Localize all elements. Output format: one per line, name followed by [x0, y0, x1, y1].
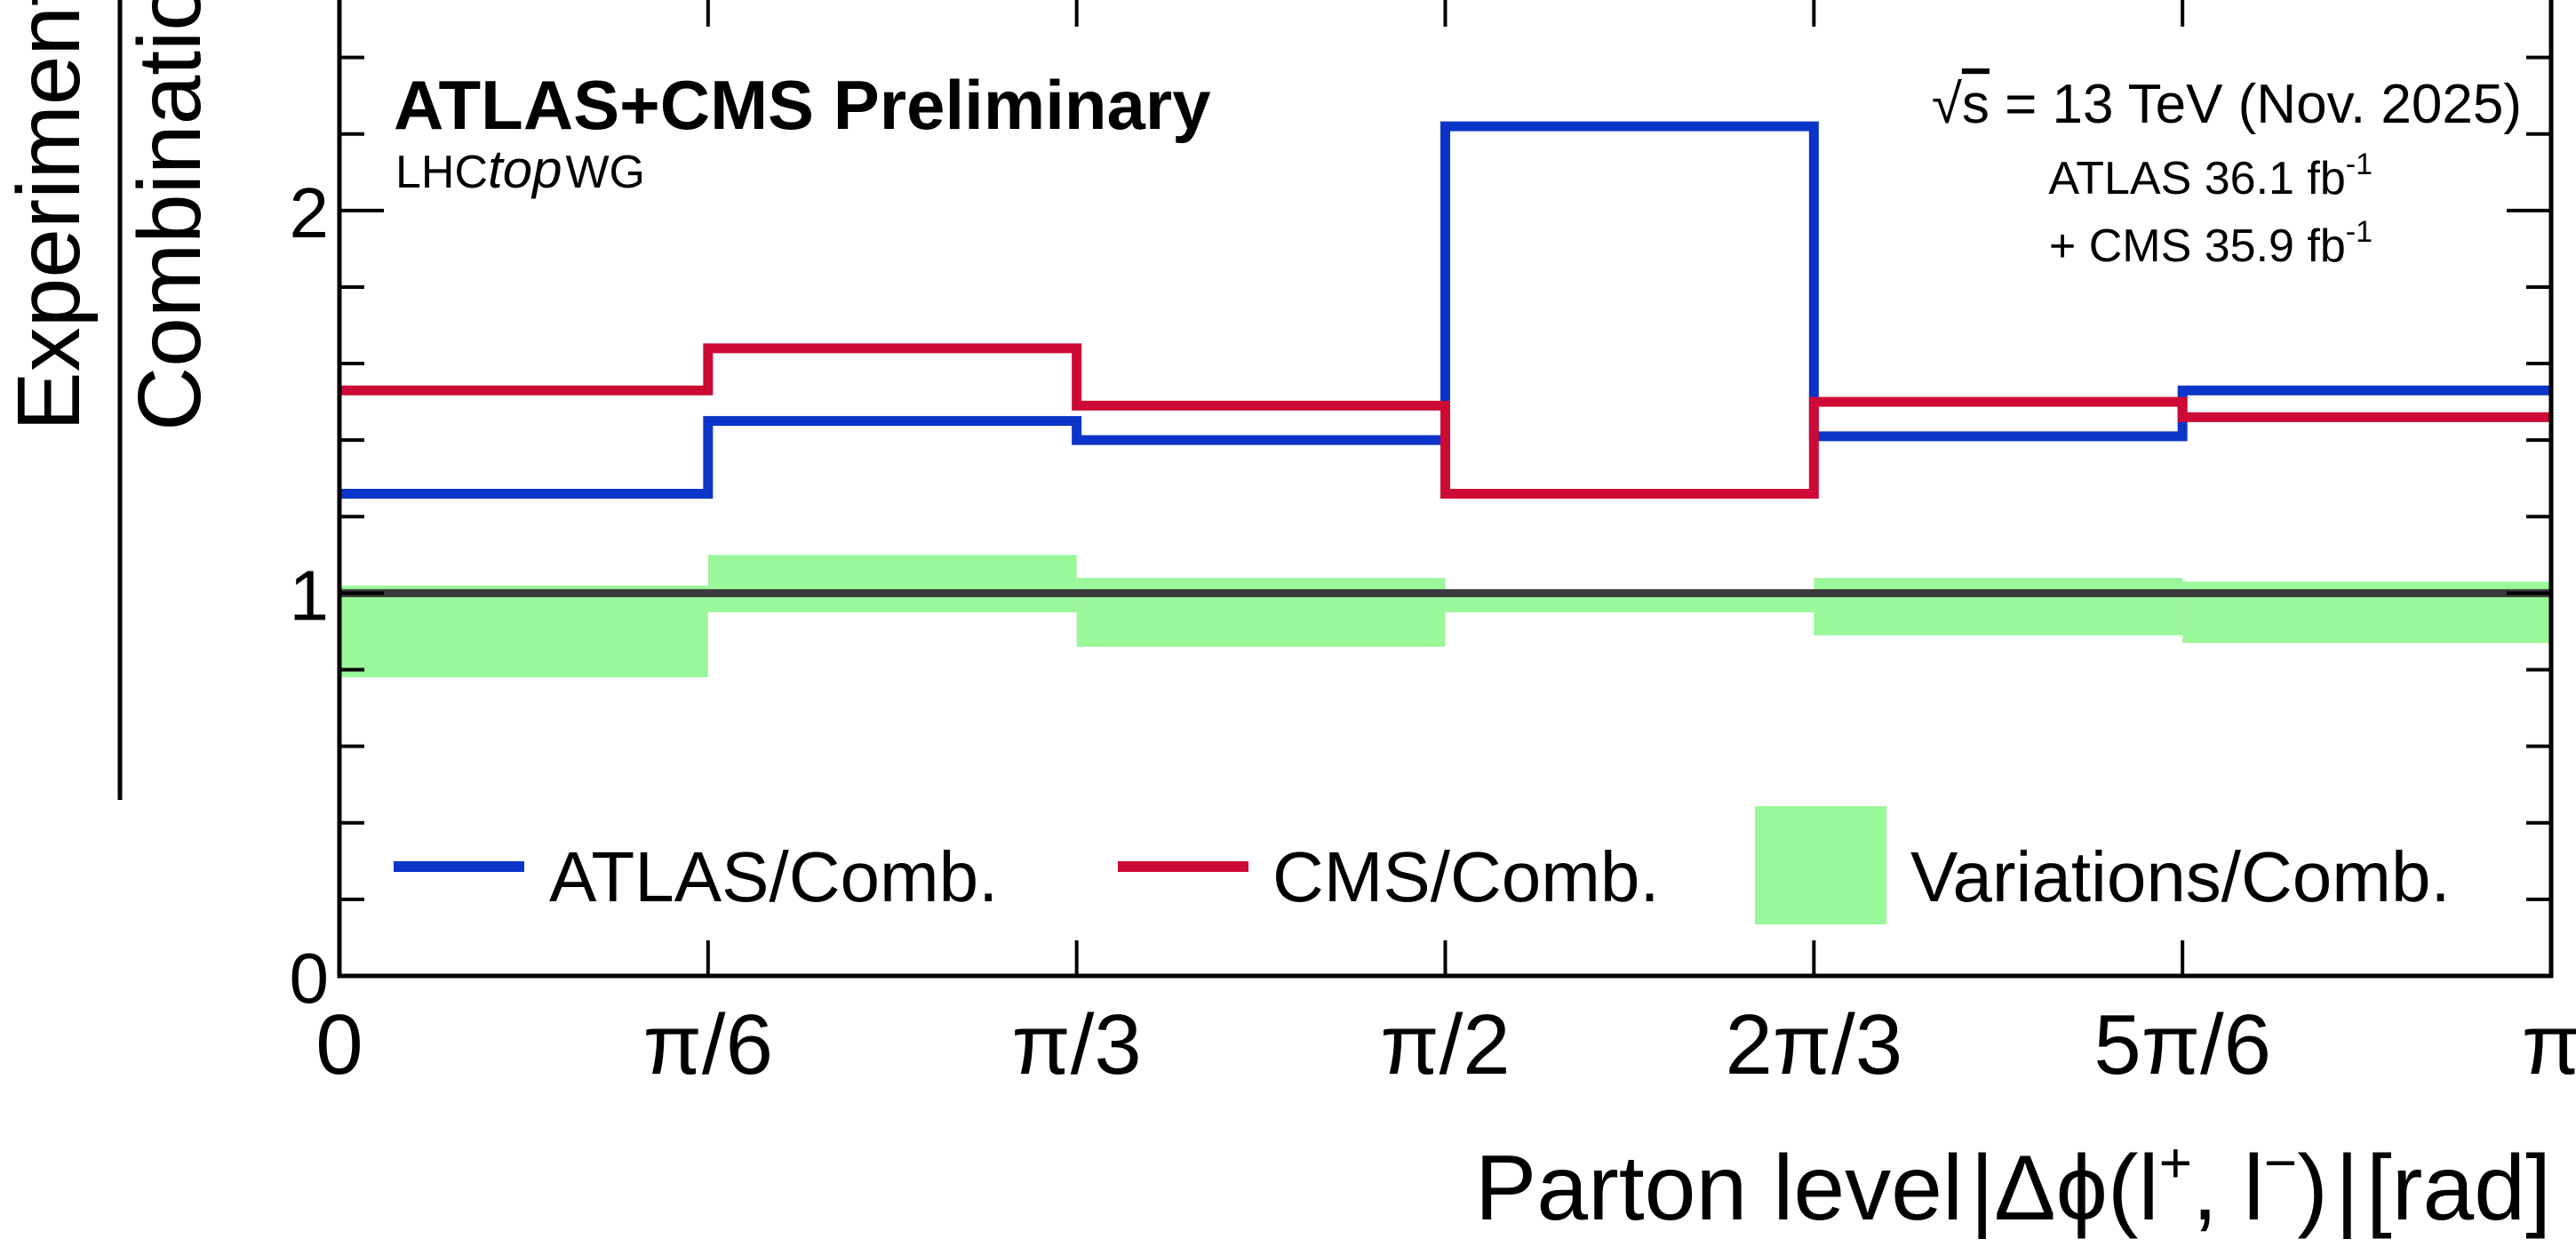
variations-band-bin-2	[1076, 578, 1446, 647]
x-axis-label-bar-right: |	[2335, 1137, 2359, 1240]
x-axis-label-sup-plus: +	[2159, 1131, 2192, 1195]
x-tick-label-2: π/3	[1012, 997, 1142, 1092]
y-tick-label-1: 1	[290, 556, 330, 635]
variations-band-bin-4	[1814, 578, 2183, 635]
plot-frame	[337, 0, 2554, 979]
lumi-atlas-label: ATLAS 36.1 fb-1	[2048, 148, 2373, 204]
legend-label-cms: CMS/Comb.	[1272, 837, 1660, 916]
variations-band-layer	[339, 555, 2551, 678]
series-line-cms	[339, 343, 2551, 499]
group-label-pre: LHC	[395, 147, 488, 198]
lumi-atlas-text: ATLAS 36.1 fb	[2048, 153, 2345, 204]
lumi-cms-text: + CMS 35.9 fb	[2049, 220, 2346, 272]
legend-label-atlas: ATLAS/Comb.	[549, 837, 998, 916]
group-label-post: WG	[565, 147, 645, 198]
x-axis-label-sup-minus: −	[2264, 1131, 2297, 1195]
y-tick-label-2: 2	[290, 173, 330, 252]
series-layer	[339, 121, 2551, 499]
legend: ATLAS/Comb. CMS/Comb. Variations/Comb.	[394, 806, 2451, 924]
energy-label: √s = 13 TeV (Nov. 2025)	[1932, 74, 2522, 135]
variations-band-bin-0	[339, 585, 708, 678]
x-tick-label-5: 5π/6	[2093, 997, 2271, 1092]
y-axis-label-denominator: Combination Unc.	[120, 0, 219, 431]
x-tick-label-0: 0	[315, 997, 363, 1092]
lumi-atlas-sup: -1	[2346, 148, 2373, 181]
y-axis-label: Experiment Unc. Combination Unc.	[0, 0, 219, 800]
legend-swatch-variations	[1755, 806, 1886, 924]
energy-label-s: s	[1962, 74, 1990, 135]
variations-band-bin-3	[1445, 593, 1814, 612]
x-axis-label: Parton level|Δϕ(l+, l−)|[rad]	[1475, 1131, 2551, 1240]
x-tick-label-6: π	[2522, 997, 2576, 1092]
lumi-cms-sup: -1	[2346, 215, 2373, 249]
x-tick-labels: 0 π/6 π/3 π/2 2π/3 5π/6 π	[315, 997, 2576, 1092]
x-tick-label-1: π/6	[643, 997, 773, 1092]
x-tick-label-3: π/2	[1380, 997, 1510, 1092]
variations-band-bin-1	[707, 555, 1077, 612]
y-tick-labels: 0 1 2	[290, 173, 330, 1018]
legend-label-variations: Variations/Comb.	[1910, 837, 2451, 916]
y-axis-label-numerator: Experiment Unc.	[0, 0, 99, 431]
energy-label-rest: = 13 TeV (Nov. 2025)	[1990, 74, 2522, 135]
series-line-atlas	[339, 121, 2551, 499]
lumi-cms-label: + CMS 35.9 fb-1	[2049, 215, 2373, 272]
energy-label-root: √	[1932, 74, 1962, 135]
x-axis-label-bar-left: |	[1970, 1137, 1994, 1240]
group-label: LHCtopWG	[395, 140, 645, 199]
x-axis-label-body: Δϕ(l	[1994, 1137, 2158, 1240]
experiment-label: ATLAS+CMS Preliminary	[394, 66, 1211, 144]
x-axis-label-prefix: Parton level	[1475, 1137, 1963, 1240]
x-axis-label-mid: , l	[2192, 1137, 2264, 1240]
group-label-italic: top	[488, 140, 562, 199]
x-axis-label-unit: [rad]	[2366, 1137, 2551, 1240]
x-tick-label-4: 2π/3	[1725, 997, 1902, 1092]
y-tick-label-0: 0	[290, 939, 330, 1018]
x-axis-label-tail: )	[2297, 1137, 2328, 1240]
